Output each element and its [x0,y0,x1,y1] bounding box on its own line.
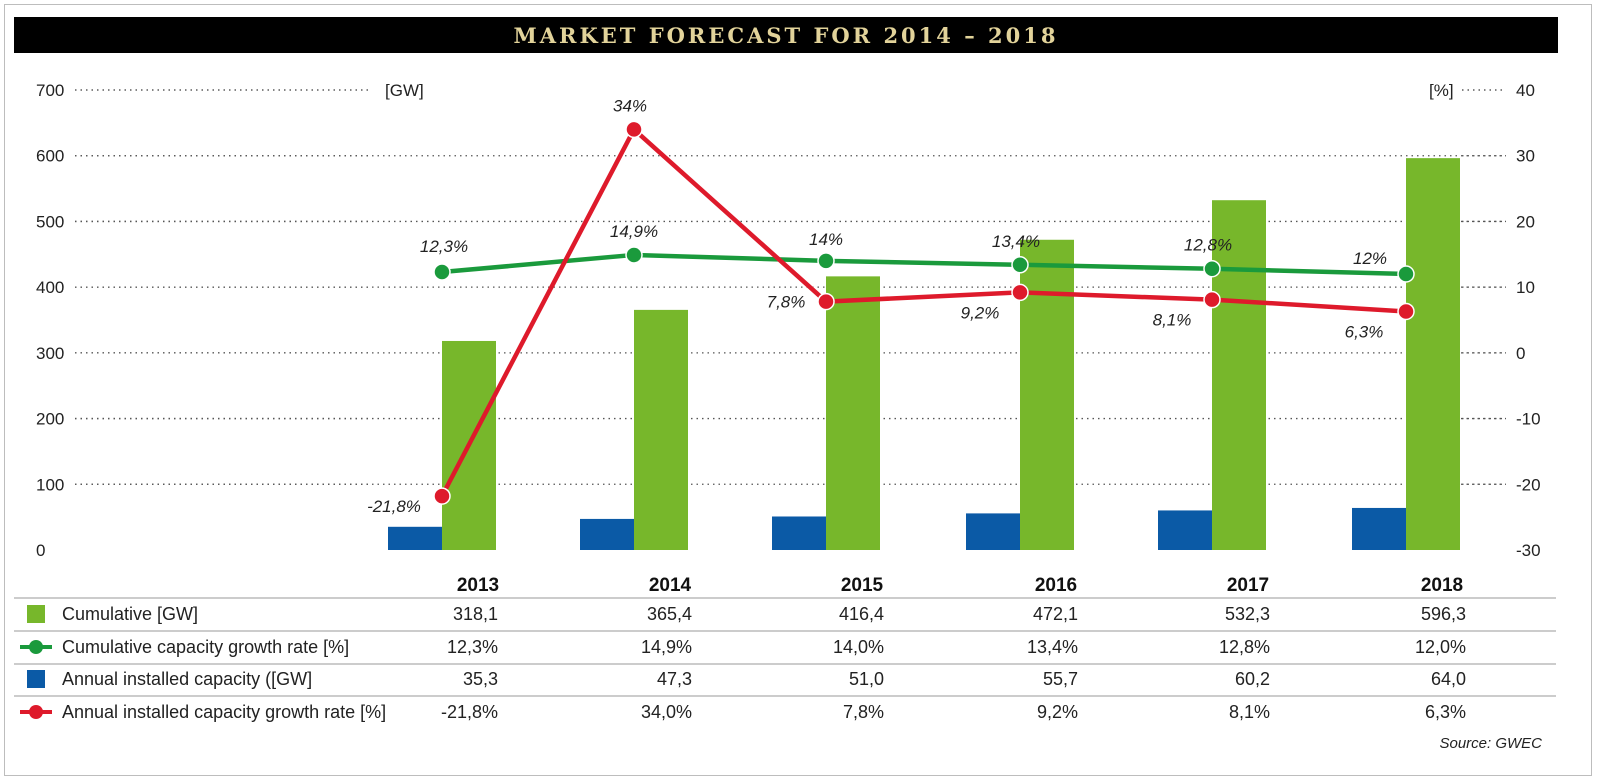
annual-growth-point [1011,283,1029,302]
table-cell: 9,2% [1037,702,1078,722]
table-cell: 47,3 [657,669,692,689]
table-cell: 12,3% [447,637,498,657]
table-cell: 596,3 [1421,604,1466,624]
table-cell: 55,7 [1043,669,1078,689]
table-cell: 472,1 [1033,604,1078,624]
table-cell: 365,4 [647,604,692,624]
annual-growth-legend-marker [29,705,43,719]
chart-frame [4,4,1592,776]
annual-capacity-bar [388,526,442,550]
year-label: 2018 [1421,575,1463,596]
right-axis-tick-label: 0 [1516,344,1525,363]
cumulative-growth-point-label: 12,3% [420,237,468,256]
annual-growth-line [440,127,1407,498]
annual-capacity-bar [580,518,634,550]
year-label: 2014 [649,575,692,596]
right-axis-tick-label: -30 [1516,541,1541,560]
cumulative-growth-point [1397,265,1415,283]
cumulative-growth-point [1011,256,1029,274]
table-cell: 12,8% [1219,637,1270,657]
cumulative-growth-point [625,246,643,264]
annual-growth-point-label: 8,1% [1153,311,1192,330]
table-cell: 532,3 [1225,604,1270,624]
cumulative-bar [1406,158,1460,550]
left-axis-tick-label: 0 [36,541,45,560]
left-axis-tick-label: 100 [36,475,64,494]
left-axis-unit: [GW] [385,81,424,100]
table-cell: 13,4% [1027,637,1078,657]
cumulative-growth-point [1203,259,1221,278]
table-cell: 35,3 [463,669,498,689]
annual-growth-point-label: 9,2% [961,303,1000,322]
annual-growth-point [433,487,451,505]
cumulative-growth-point-label: 12,8% [1184,236,1232,255]
chart-title: MARKET FORECAST FOR 2014 – 2018 [513,22,1059,48]
annual-growth-point-label: 34% [613,96,647,115]
cumulative-bar [634,309,688,550]
right-axis-unit: [%] [1429,81,1454,100]
annual-capacity-bar [1352,507,1406,550]
right-axis-tick-label: 10 [1516,278,1535,297]
legend-label: Annual installed capacity growth rate [%… [62,702,386,722]
annual-growth-point [625,120,643,139]
legend-label: Cumulative capacity growth rate [%] [62,637,349,657]
annual-legend-marker [27,670,45,688]
legend-label: Annual installed capacity ([GW] [62,669,312,689]
cumulative-growth-point-label: 13,4% [992,232,1040,251]
right-axis-tick-label: -10 [1516,410,1541,429]
title-bar: MARKET FORECAST FOR 2014 – 2018 [14,17,1558,53]
table-cell: 318,1 [453,604,498,624]
table-cell: 14,9% [641,637,692,657]
right-axis-tick-label: 40 [1516,81,1535,100]
legend-label: Cumulative [GW] [62,604,198,624]
cumulative-growth-line [441,252,1407,277]
annual-capacity-bar [966,513,1020,550]
table-cell: 7,8% [843,702,884,722]
cumulative-growth-point-label: 14,9% [610,222,658,241]
cumulative-growth-point-label: 12% [1353,249,1387,268]
annual-capacity-bar [772,516,826,550]
annual-growth-point [1203,290,1221,309]
year-label: 2015 [841,575,884,596]
cumulative-growth-legend-marker [29,640,43,654]
year-label: 2013 [457,575,499,596]
left-axis-tick-label: 300 [36,344,64,363]
left-axis-tick-label: 500 [36,212,64,231]
table-cell: 6,3% [1425,702,1466,722]
table-cell: 64,0 [1431,669,1466,689]
annual-growth-point-label: 6,3% [1345,322,1384,341]
table-cell: 34,0% [641,702,692,722]
table-cell: 51,0 [849,669,884,689]
cumulative-bar [826,276,880,550]
cumulative-legend-marker [27,605,45,623]
annual-growth-point [1397,302,1415,321]
table-cell: -21,8% [441,702,498,722]
cumulative-bar [1212,200,1266,550]
right-axis-tick-label: 30 [1516,147,1535,166]
cumulative-growth-point [433,263,451,281]
table-cell: 60,2 [1235,669,1270,689]
left-axis-tick-label: 600 [36,147,64,166]
annual-capacity-bar [1158,510,1212,550]
table-cell: 8,1% [1229,702,1270,722]
left-axis-tick-label: 700 [36,81,64,100]
annual-growth-point-label: -21,8% [367,497,421,516]
table-cell: 416,4 [839,604,884,624]
right-axis-tick-label: -20 [1516,475,1541,494]
table-cell: 14,0% [833,637,884,657]
annual-growth-point [817,292,835,311]
year-label: 2016 [1035,575,1077,596]
annual-growth-point-label: 7,8% [767,293,806,312]
cumulative-growth-point [817,252,835,270]
table-cell: 12,0% [1415,637,1466,657]
left-axis-tick-label: 400 [36,278,64,297]
year-label: 2017 [1227,575,1269,596]
source-note: Source: GWEC [1439,735,1542,752]
cumulative-growth-point-label: 14% [809,230,843,249]
right-axis-tick-label: 20 [1516,212,1535,231]
cumulative-bar [1020,239,1074,550]
left-axis-tick-label: 200 [36,410,64,429]
